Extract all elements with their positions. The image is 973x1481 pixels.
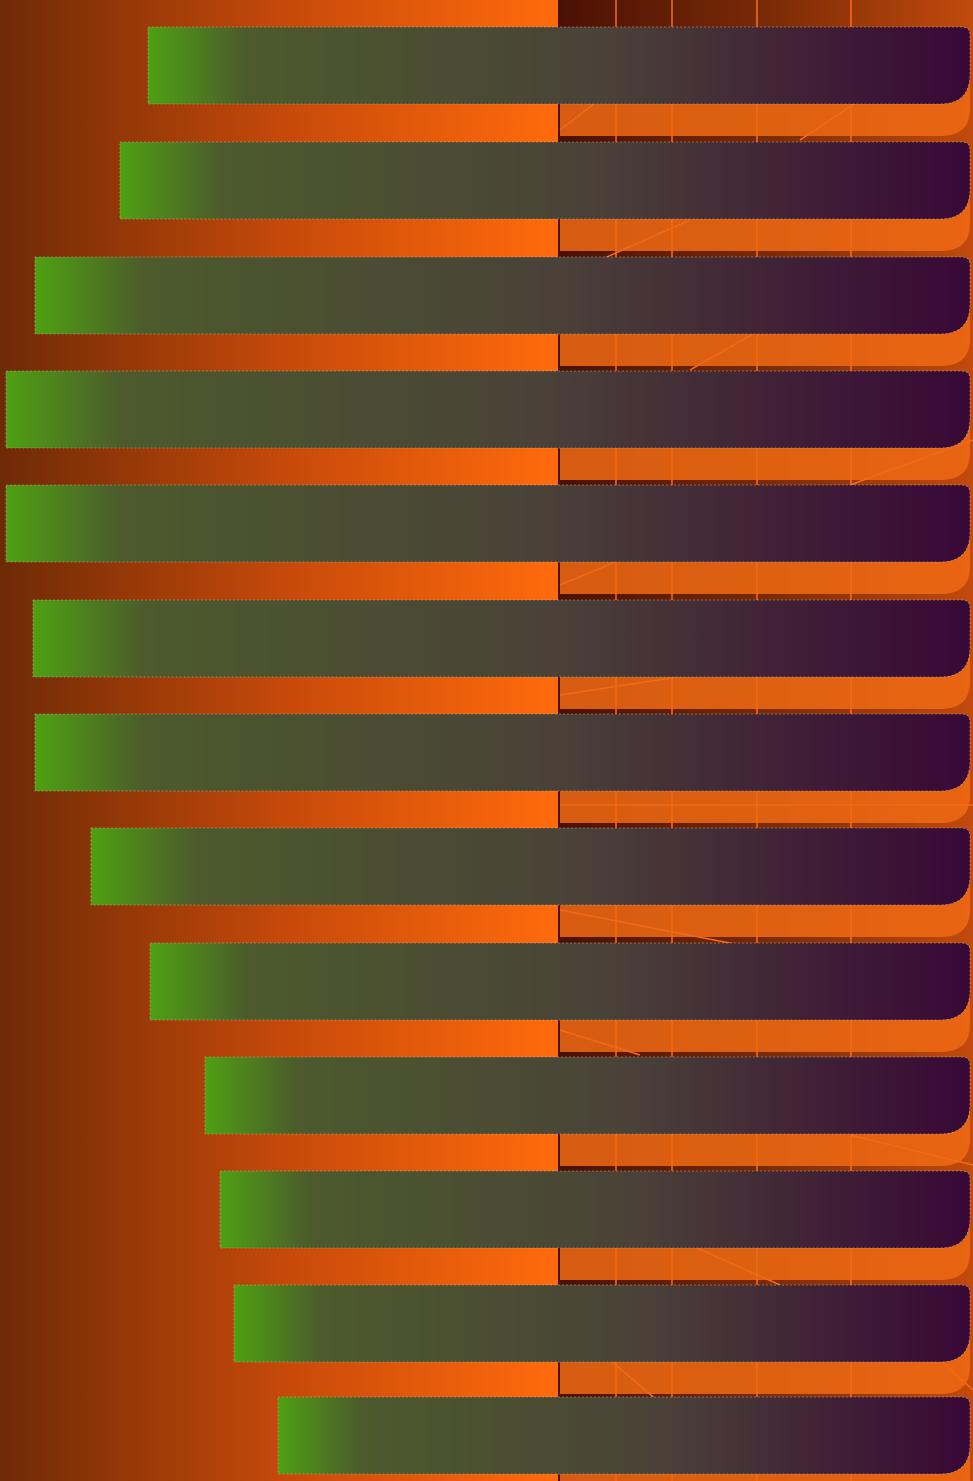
bar-shadow (560, 532, 970, 594)
bar (5, 484, 971, 563)
bar-shadow (560, 418, 970, 480)
bar (90, 827, 971, 906)
bar (204, 1056, 971, 1135)
bar (34, 713, 971, 792)
bar-shadow (560, 1218, 970, 1280)
bar-shadow (560, 1332, 970, 1394)
bars (5, 26, 971, 1481)
bar (149, 942, 971, 1021)
bar-shadow (560, 761, 970, 823)
bar-shadow (560, 1444, 970, 1481)
bar-shadow (560, 74, 970, 136)
bar (233, 1284, 971, 1363)
bar-shadow (560, 1104, 970, 1166)
bar (32, 599, 971, 678)
bar (277, 1396, 971, 1475)
bar (119, 141, 971, 220)
bar-shadow (560, 990, 970, 1052)
bar (5, 370, 971, 449)
bar (34, 256, 971, 335)
bar (147, 26, 971, 105)
bar-shadow (560, 189, 970, 251)
bar (219, 1170, 971, 1249)
bar-shadow (560, 304, 970, 366)
bar-shadow (560, 647, 970, 709)
bar-shadow (560, 875, 970, 937)
